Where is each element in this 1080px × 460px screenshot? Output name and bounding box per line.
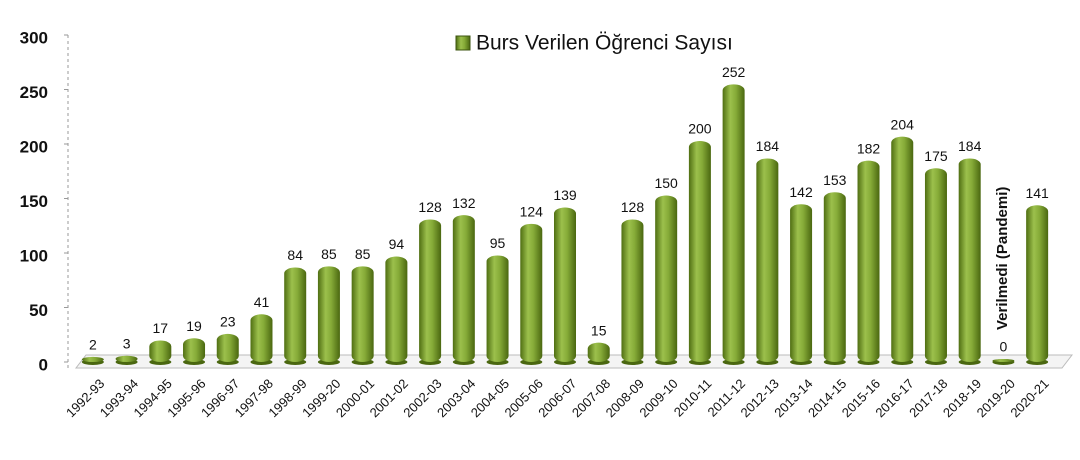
value-label: 0: [1000, 339, 1008, 355]
bar: [486, 255, 509, 362]
bar: [857, 160, 880, 362]
bar: [284, 267, 307, 362]
bar: [722, 84, 745, 362]
bar: [1026, 205, 1049, 362]
value-label: 85: [321, 246, 337, 262]
value-label: 41: [254, 294, 270, 310]
legend-swatch: [455, 35, 471, 51]
bar: [520, 223, 543, 362]
annotation: Verilmedi (Pandemi): [994, 187, 1011, 330]
value-label: 85: [355, 246, 371, 262]
y-tick-label: 0: [39, 355, 48, 374]
y-tick-label: 200: [20, 137, 48, 156]
bar: [183, 338, 206, 362]
bar: [81, 356, 104, 362]
bar: [655, 195, 678, 362]
bar: [790, 204, 813, 362]
y-tick-label: 100: [20, 246, 48, 265]
legend-label: Burs Verilen Öğrenci Sayısı: [476, 32, 733, 55]
bar: [250, 314, 273, 362]
bar: [621, 219, 644, 362]
bar: [823, 192, 846, 362]
bar: [317, 266, 340, 362]
value-label: 139: [553, 187, 577, 203]
value-label: 17: [153, 320, 169, 336]
value-label: 3: [123, 335, 131, 351]
value-label: 142: [789, 184, 813, 200]
y-tick-label: 250: [20, 83, 48, 102]
bar: [924, 168, 947, 362]
value-label: 153: [823, 172, 847, 188]
value-label: 182: [857, 140, 881, 156]
bar: [216, 333, 239, 362]
value-label: 175: [924, 148, 948, 164]
bar: [587, 342, 610, 362]
bar: [958, 158, 981, 362]
bar: [149, 340, 172, 362]
value-label: 94: [389, 236, 405, 252]
y-tick-label: 50: [29, 301, 48, 320]
value-label: 128: [621, 199, 645, 215]
value-label: 184: [958, 138, 982, 154]
y-tick-label: 300: [20, 28, 48, 47]
value-label: 95: [490, 235, 506, 251]
bar: [385, 256, 408, 362]
bar: [992, 359, 1015, 362]
bar: [891, 136, 914, 362]
bar: [115, 355, 138, 362]
value-label: 15: [591, 322, 607, 338]
bar: [554, 207, 576, 362]
bar: [351, 266, 374, 362]
value-label: 128: [418, 199, 442, 215]
bar: [452, 215, 475, 362]
value-label: 23: [220, 314, 236, 330]
value-label: 141: [1025, 185, 1049, 201]
bar: [419, 219, 442, 362]
value-label: 184: [756, 138, 780, 154]
value-label: 132: [452, 195, 476, 211]
value-label: 2: [89, 337, 97, 353]
value-label: 84: [287, 247, 303, 263]
value-label: 150: [654, 175, 678, 191]
value-label: 252: [722, 64, 746, 80]
value-label: 204: [891, 116, 915, 132]
bar: [756, 158, 779, 362]
value-label: 124: [520, 204, 544, 220]
value-label: 19: [186, 318, 202, 334]
bar: [688, 141, 711, 362]
y-tick-label: 150: [20, 192, 48, 211]
value-label: 200: [688, 121, 712, 137]
